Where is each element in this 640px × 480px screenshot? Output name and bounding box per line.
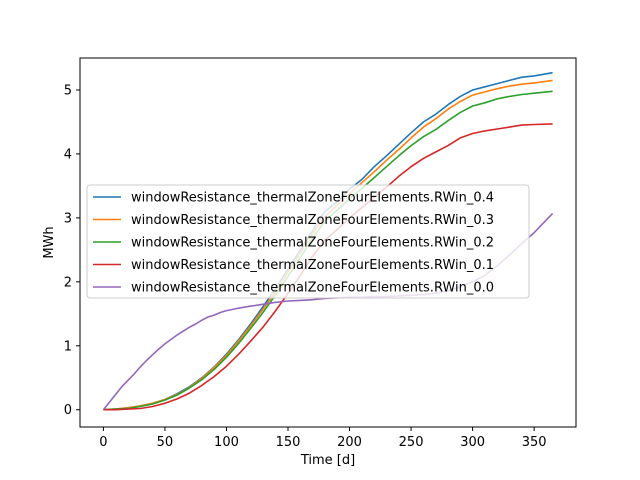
- y-tick-label: 5: [64, 83, 72, 98]
- x-tick-label: 50: [157, 435, 174, 450]
- legend-box: [86, 184, 530, 299]
- legend-label-1: windowResistance_thermalZoneFourElements…: [131, 213, 494, 228]
- x-tick-label: 150: [276, 435, 301, 450]
- y-tick-label: 1: [64, 339, 72, 354]
- x-axis-label: Time [d]: [300, 453, 355, 468]
- x-tick-label: 300: [460, 435, 485, 450]
- y-tick-label: 0: [64, 403, 72, 418]
- x-tick-label: 250: [399, 435, 424, 450]
- legend-label-2: windowResistance_thermalZoneFourElements…: [131, 236, 494, 251]
- legend-label-4: windowResistance_thermalZoneFourElements…: [131, 281, 494, 296]
- x-tick-label: 0: [99, 435, 107, 450]
- axes-frame: [79, 57, 577, 428]
- y-axis-ticks: 0 1 2 3 4 5: [64, 83, 80, 418]
- y-tick-label: 4: [64, 147, 72, 162]
- legend-label-0: windowResistance_thermalZoneFourElements…: [131, 191, 494, 206]
- legend-label-3: windowResistance_thermalZoneFourElements…: [131, 258, 494, 273]
- x-tick-label: 350: [522, 435, 547, 450]
- legend: windowResistance_thermalZoneFourElements…: [86, 184, 530, 299]
- y-tick-label: 2: [64, 275, 72, 290]
- x-tick-label: 100: [214, 435, 239, 450]
- x-axis-ticks: 0 50 100 150 200 250 300 350: [99, 427, 547, 450]
- y-axis-label: MWh: [42, 226, 57, 258]
- x-tick-label: 200: [337, 435, 362, 450]
- y-tick-label: 3: [64, 211, 72, 226]
